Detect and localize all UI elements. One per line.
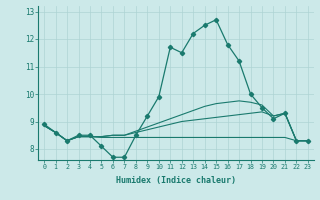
- X-axis label: Humidex (Indice chaleur): Humidex (Indice chaleur): [116, 176, 236, 185]
